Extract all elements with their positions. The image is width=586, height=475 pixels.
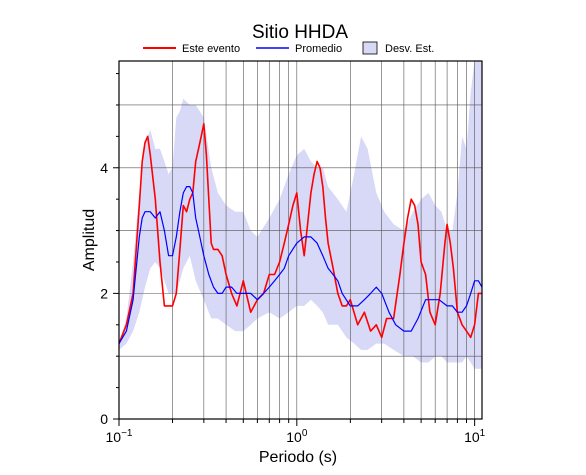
- plot-frame: [118, 60, 483, 420]
- std-dev-band: [119, 61, 482, 369]
- series-line-este-evento: [118, 123, 482, 344]
- std-dev-band-layer: [119, 61, 482, 369]
- grid-lines: [118, 61, 482, 419]
- x-tick-label: 100: [286, 428, 308, 445]
- x-tick-label: 10−1: [106, 428, 133, 445]
- chart-title: Sitio HHDA: [252, 22, 348, 43]
- series-layer: [118, 123, 483, 344]
- series-line-promedio: [118, 186, 483, 344]
- legend: Este evento Promedio Desv. Est.: [143, 41, 434, 55]
- legend-swatch-desv-est: [362, 41, 378, 55]
- legend-label-promedio: Promedio: [295, 43, 342, 55]
- x-tick-label: 101: [464, 428, 486, 445]
- y-tick-label: 0: [100, 411, 108, 427]
- legend-label-desv-est: Desv. Est.: [385, 43, 434, 55]
- axes: 0 2 4 10−1 100 101: [100, 60, 486, 445]
- legend-label-este-evento: Este evento: [182, 43, 240, 55]
- y-tick-label: 4: [100, 160, 108, 176]
- x-axis-label: Periodo (s): [259, 449, 337, 466]
- y-axis-label: Amplitud: [81, 209, 98, 271]
- y-tick-label: 2: [100, 285, 108, 301]
